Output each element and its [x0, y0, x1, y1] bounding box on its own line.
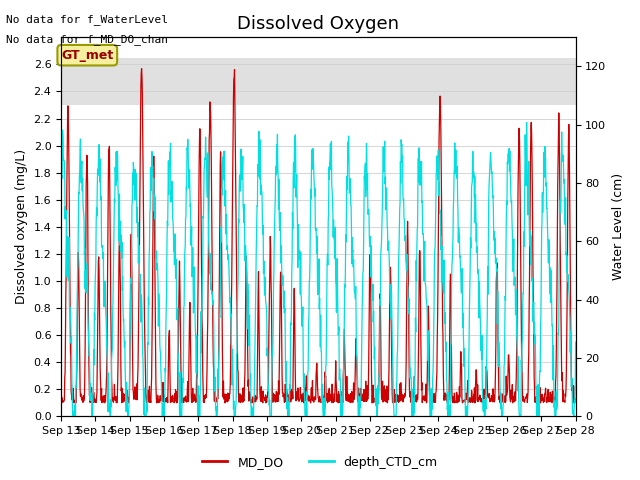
Text: GT_met: GT_met: [61, 48, 113, 62]
Legend: MD_DO, depth_CTD_cm: MD_DO, depth_CTD_cm: [197, 451, 443, 474]
Text: No data for f_WaterLevel: No data for f_WaterLevel: [6, 14, 168, 25]
Text: No data for f_MD_DO_chan: No data for f_MD_DO_chan: [6, 34, 168, 45]
Title: Dissolved Oxygen: Dissolved Oxygen: [237, 15, 399, 33]
Y-axis label: Water Level (cm): Water Level (cm): [612, 173, 625, 280]
Y-axis label: Dissolved oxygen (mg/L): Dissolved oxygen (mg/L): [15, 149, 28, 304]
Bar: [61, 58, 575, 105]
